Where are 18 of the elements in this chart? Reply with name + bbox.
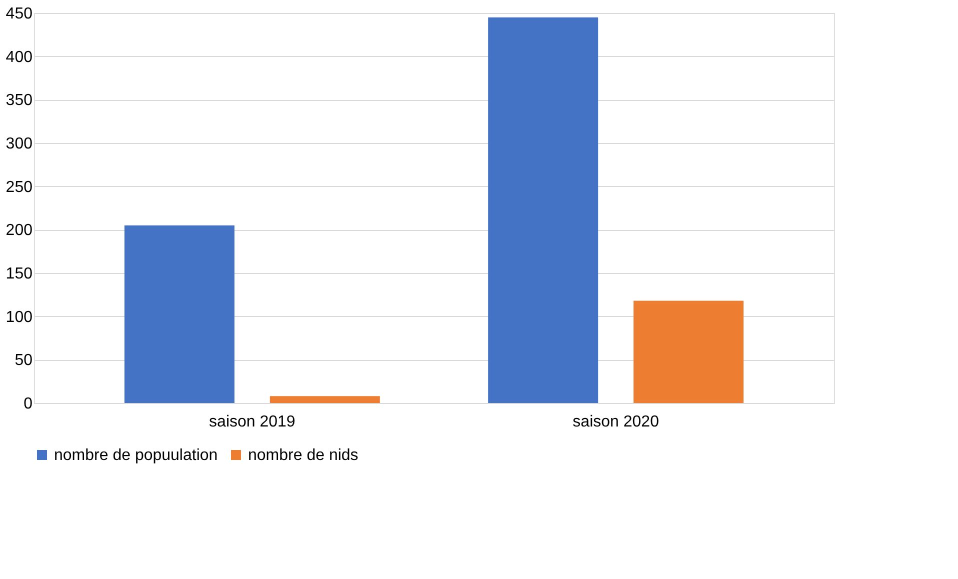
y-tick-label: 250: [6, 178, 33, 196]
x-tick-label: saison 2019: [209, 414, 296, 430]
bar: [488, 17, 598, 403]
x-tick-label: saison 2020: [572, 414, 660, 430]
y-tick-label: 200: [6, 222, 33, 240]
y-tick-label: 100: [6, 308, 33, 326]
y-tick-label: 300: [6, 136, 33, 152]
y-tick-label: 400: [6, 48, 33, 66]
y-tick-label: 150: [6, 266, 33, 282]
legend-label: nombre de nids: [248, 447, 358, 464]
y-tick-label: 350: [6, 92, 33, 110]
bar: [124, 225, 234, 403]
y-tick-label: 450: [6, 6, 33, 22]
legend-label: nombre de popuulation: [54, 447, 218, 464]
y-tick-label: 0: [24, 396, 33, 412]
bar: [270, 396, 380, 403]
y-tick-label: 50: [14, 352, 33, 370]
bar: [634, 300, 744, 403]
